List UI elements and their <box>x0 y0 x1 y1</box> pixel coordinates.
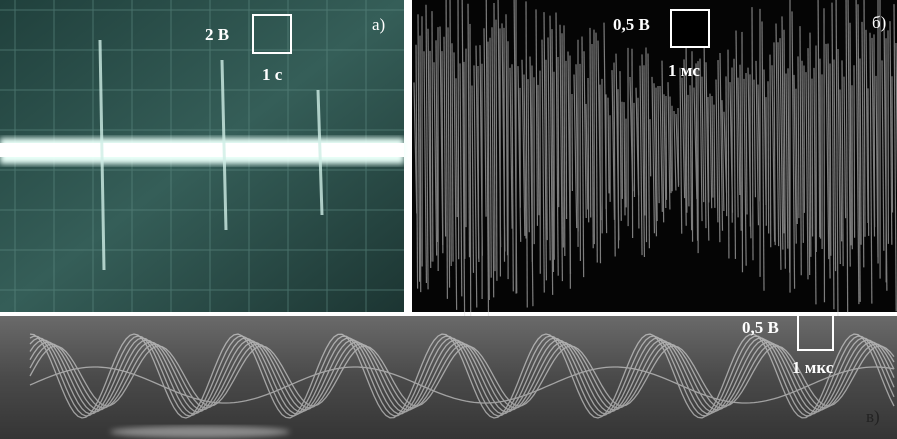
decoration <box>768 81 769 233</box>
panel-b: 0,5 В 1 мс б) <box>412 0 897 328</box>
decoration <box>708 97 709 203</box>
scale-x: 1 мс <box>668 61 700 80</box>
decoration <box>0 143 404 157</box>
scale-y: 0,5 В <box>613 15 650 34</box>
decoration <box>110 426 290 438</box>
decoration <box>618 89 619 248</box>
decoration <box>478 66 479 259</box>
panel-label: б) <box>872 13 886 32</box>
scale-x: 1 с <box>262 65 283 84</box>
panel-c: 0,5 В 1 мкс в) <box>0 315 897 439</box>
decoration <box>650 119 651 176</box>
decoration <box>566 61 567 219</box>
decoration <box>644 65 645 215</box>
scale-y: 0,5 В <box>742 318 779 337</box>
decoration <box>588 78 589 222</box>
decoration <box>442 51 443 253</box>
decoration <box>564 25 565 256</box>
decoration <box>770 55 771 248</box>
decoration <box>470 24 471 324</box>
decoration <box>874 34 875 227</box>
decoration <box>810 33 811 257</box>
decoration <box>678 108 679 185</box>
scale-x: 1 мкс <box>792 358 834 377</box>
decoration <box>812 79 813 237</box>
decoration <box>420 36 421 293</box>
decoration <box>671 10 709 47</box>
decoration <box>632 49 633 238</box>
decoration <box>558 57 559 207</box>
decoration <box>464 62 465 259</box>
scale-y: 2 В <box>205 25 229 44</box>
decoration <box>868 88 869 235</box>
decoration <box>458 0 459 259</box>
decoration <box>830 64 831 256</box>
decoration <box>892 76 893 212</box>
figure: 2 В 1 с а) 0,5 В 1 мс б) 0,5 В 1 мкс в) <box>0 0 897 439</box>
decoration <box>590 28 591 218</box>
panel-a: 2 В 1 с а) <box>0 0 404 312</box>
panel-label: а) <box>372 15 385 34</box>
panel-label: в) <box>866 407 880 426</box>
decoration <box>726 76 727 216</box>
decoration <box>854 65 855 238</box>
decoration <box>634 103 635 197</box>
